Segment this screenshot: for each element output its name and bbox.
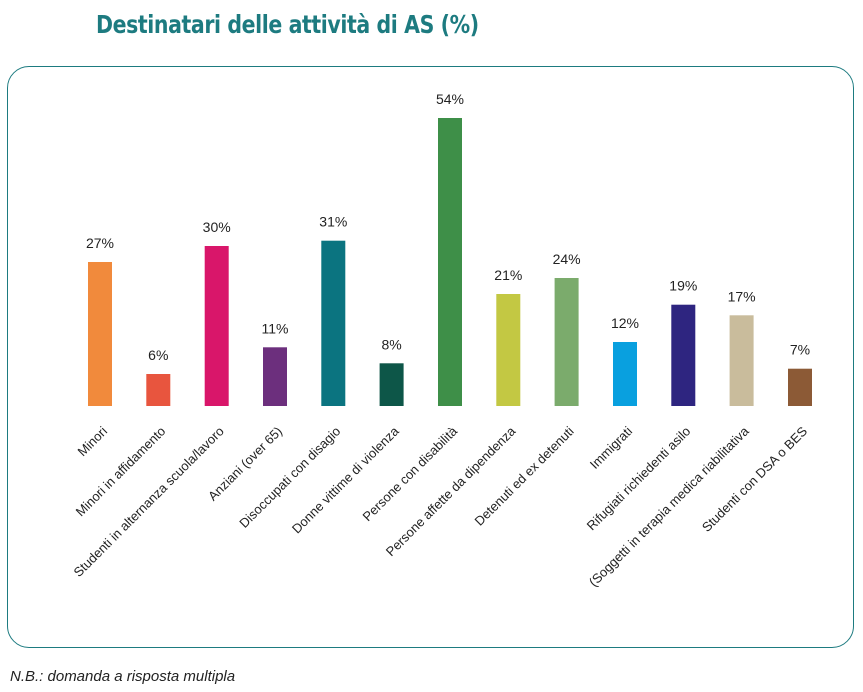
bar-9	[613, 342, 637, 406]
value-label-8: 24%	[553, 251, 581, 267]
bar-3	[263, 347, 287, 406]
category-label-10: Rifugiati richiedenti asilo	[584, 424, 694, 534]
bar-8	[554, 278, 579, 406]
category-label-6: Persone con disabilità	[360, 423, 461, 524]
chart-frame	[7, 66, 854, 648]
bar-10	[671, 304, 696, 406]
value-label-2: 30%	[203, 219, 231, 235]
bar-1	[146, 374, 171, 406]
chart-title: Destinatari delle attività di AS (%)	[96, 10, 479, 39]
value-label-7: 21%	[494, 267, 522, 283]
value-label-3: 11%	[262, 320, 289, 336]
bar-12	[788, 368, 812, 406]
bar-5	[379, 363, 404, 406]
category-label-12: Studenti con DSA o BES	[699, 423, 811, 535]
bar-2	[204, 246, 229, 406]
bar-4	[321, 240, 346, 406]
value-label-5: 8%	[381, 336, 401, 352]
value-label-6: 54%	[436, 91, 464, 107]
category-label-0: Minori	[74, 423, 110, 459]
value-label-9: 12%	[611, 315, 639, 331]
category-label-5: Donne vittime di violenza	[289, 423, 402, 536]
value-label-1: 6%	[148, 347, 168, 363]
bar-0	[88, 262, 112, 406]
footnote: N.B.: domanda a risposta multipla	[10, 668, 236, 685]
bar-11	[729, 315, 754, 406]
value-label-10: 19%	[669, 278, 697, 294]
value-label-4: 31%	[319, 214, 347, 230]
bar-7	[496, 294, 521, 406]
category-label-4: Disoccupati con disagio	[236, 424, 343, 531]
value-label-12: 7%	[790, 342, 810, 358]
value-label-0: 27%	[86, 235, 114, 251]
value-label-11: 17%	[728, 288, 756, 304]
category-label-8: Detenuti ed ex detenuti	[472, 423, 577, 528]
category-label-9: Immigrati	[587, 423, 635, 471]
bar-6	[438, 118, 462, 406]
